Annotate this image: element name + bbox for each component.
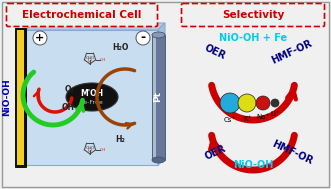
Text: Na⁺: Na⁺ <box>257 114 270 120</box>
Text: -: - <box>140 32 146 44</box>
Bar <box>15 28 26 167</box>
Bar <box>152 35 165 160</box>
FancyBboxPatch shape <box>7 4 158 26</box>
Text: Electrochemical Cell: Electrochemical Cell <box>22 10 142 20</box>
Ellipse shape <box>66 83 118 111</box>
Text: K⁺: K⁺ <box>243 116 251 122</box>
Text: OER: OER <box>203 43 227 61</box>
Circle shape <box>136 31 150 45</box>
Text: HMF-OR: HMF-OR <box>270 38 314 66</box>
Circle shape <box>238 94 256 112</box>
Circle shape <box>271 99 279 107</box>
Ellipse shape <box>152 157 165 163</box>
Text: Fe-Free: Fe-Free <box>81 99 103 105</box>
Text: OER: OER <box>203 144 227 162</box>
Text: NiO-OH: NiO-OH <box>233 160 273 170</box>
Text: CHO: CHO <box>85 146 95 150</box>
Bar <box>153 35 156 160</box>
Circle shape <box>256 96 270 110</box>
Polygon shape <box>26 30 158 165</box>
Text: +: + <box>35 33 45 43</box>
Text: OH⁻: OH⁻ <box>62 104 78 112</box>
Text: Pt: Pt <box>154 91 163 102</box>
Polygon shape <box>158 23 165 165</box>
Text: O: O <box>88 58 92 64</box>
Circle shape <box>33 31 47 45</box>
Text: Li⁺: Li⁺ <box>270 111 280 117</box>
Text: OH: OH <box>99 58 106 62</box>
Text: CHO: CHO <box>85 56 95 60</box>
FancyBboxPatch shape <box>2 2 329 187</box>
Text: H₂: H₂ <box>115 136 125 145</box>
Text: HMF-OR: HMF-OR <box>270 139 314 167</box>
Text: M'OH: M'OH <box>80 88 104 98</box>
Text: Selectivity: Selectivity <box>222 10 284 20</box>
Text: H₂O: H₂O <box>112 43 128 53</box>
Polygon shape <box>26 23 165 30</box>
FancyBboxPatch shape <box>181 4 324 26</box>
Circle shape <box>220 93 240 113</box>
Text: NiO-OH: NiO-OH <box>3 78 12 116</box>
Text: O₂: O₂ <box>65 85 75 94</box>
Text: Cs⁺: Cs⁺ <box>224 117 236 123</box>
Text: OH: OH <box>99 148 106 152</box>
Text: NiO-OH + Fe: NiO-OH + Fe <box>219 33 287 43</box>
Ellipse shape <box>152 32 165 38</box>
Text: O: O <box>88 149 92 153</box>
Bar <box>17 30 24 165</box>
